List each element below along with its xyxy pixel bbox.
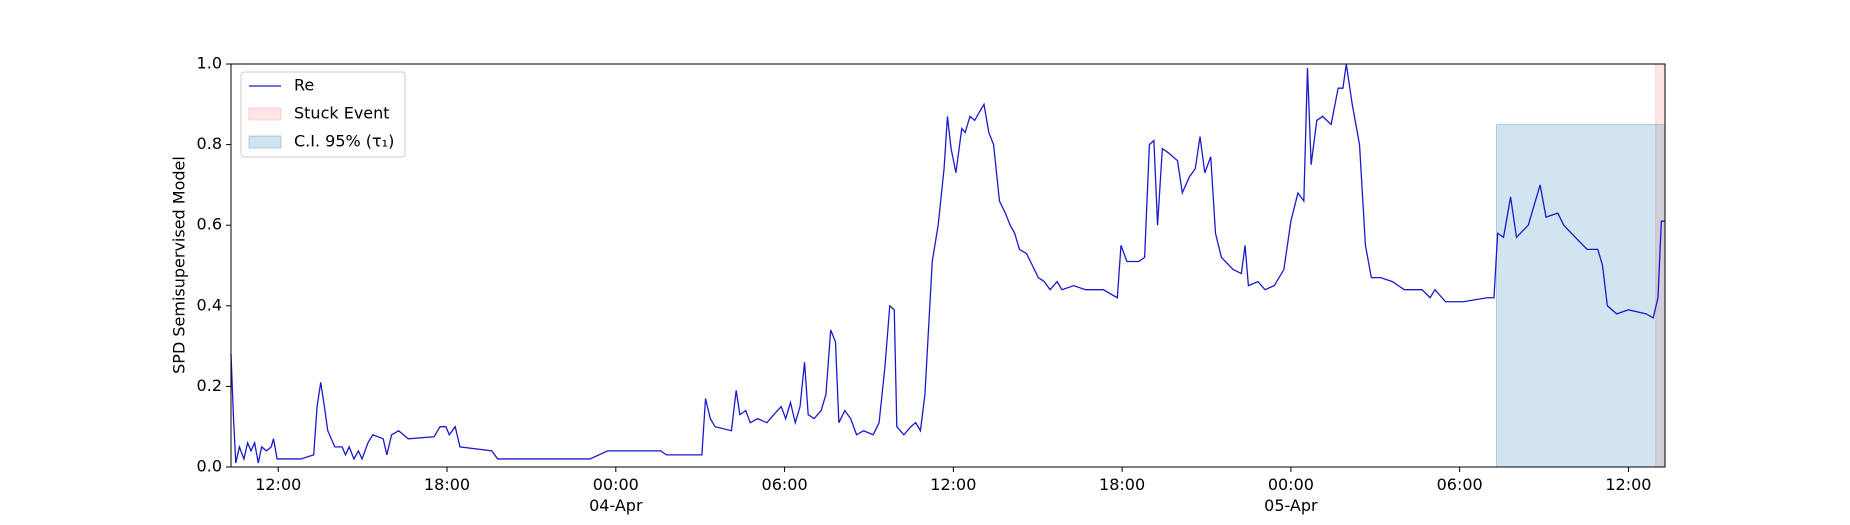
y-tick-label: 1.0 xyxy=(197,54,222,73)
y-tick-label: 0.8 xyxy=(197,134,222,153)
y-axis-label: SPD Semisupervised Model xyxy=(170,156,189,374)
legend-swatch xyxy=(248,107,282,121)
y-tick-label: 0.6 xyxy=(197,215,222,234)
x-tick-label: 12:00 xyxy=(930,475,977,494)
x-tick-label: 06:00 xyxy=(1436,475,1483,494)
y-tick-label: 0.2 xyxy=(197,376,222,395)
legend-label: Re xyxy=(294,76,314,95)
legend-label: C.I. 95% (τ₁) xyxy=(294,132,394,151)
x-tick-label: 18:00 xyxy=(423,475,471,494)
data-line xyxy=(230,63,1665,464)
y-tick-label: 0.4 xyxy=(197,295,222,314)
plot-frame xyxy=(230,63,1666,468)
x-tick-label: 06:00 xyxy=(761,475,808,494)
legend: Re Stuck Event C.I. 95% (τ₁) xyxy=(240,71,406,158)
x-tick-label: 00:00 04-Apr xyxy=(589,475,643,515)
y-tick-label: 0.0 xyxy=(197,457,222,476)
legend-box xyxy=(240,71,406,158)
x-tick-label: 12:00 xyxy=(255,475,302,494)
legend-swatch xyxy=(248,135,282,149)
legend-label: Stuck Event xyxy=(294,104,390,123)
x-tick-label: 00:00 05-Apr xyxy=(1264,475,1318,515)
x-tick-label: 18:00 xyxy=(1099,475,1146,494)
shaded-region xyxy=(1496,123,1666,468)
x-tick-label: 12:00 xyxy=(1605,475,1652,494)
